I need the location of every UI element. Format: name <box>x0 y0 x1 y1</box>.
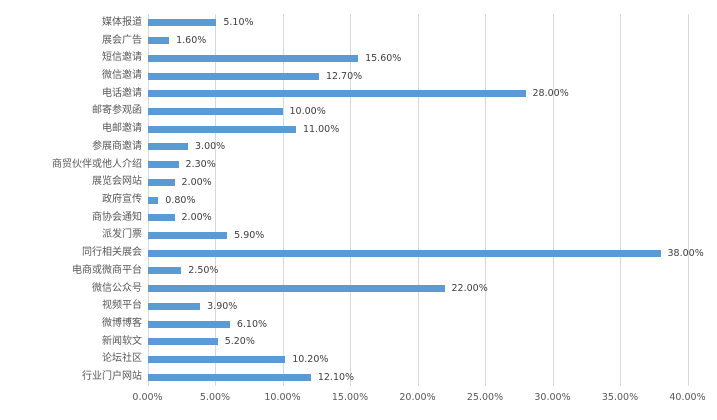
category-label: 媒体报道 <box>102 16 142 28</box>
bar <box>147 231 228 239</box>
bar <box>147 19 217 27</box>
gridline <box>687 14 689 386</box>
value-label: 10.00% <box>289 105 326 117</box>
bar <box>147 90 526 98</box>
bar <box>147 373 311 381</box>
value-label: 3.00% <box>195 141 226 153</box>
category-label: 电商或微商平台 <box>72 264 142 276</box>
gridline <box>552 14 554 386</box>
bar <box>147 161 179 169</box>
category-label: 微信邀请 <box>102 70 142 81</box>
category-label: 商贸伙伴或他人介绍 <box>52 158 142 170</box>
x-axis-tick-label: 0.00% <box>132 392 163 403</box>
gridline <box>215 14 216 386</box>
bar <box>147 37 170 45</box>
value-label: 2.00% <box>181 212 212 224</box>
bar <box>147 214 175 222</box>
value-label: 12.70% <box>325 70 363 82</box>
x-axis-tick-label: 25.00% <box>466 392 504 403</box>
x-axis-tick-label: 40.00% <box>669 392 706 403</box>
value-label: 5.90% <box>234 229 265 241</box>
bar <box>147 54 359 62</box>
category-label: 政府宣传 <box>102 194 142 205</box>
category-label: 电话邀请 <box>102 87 142 99</box>
value-label: 28.00% <box>532 88 569 100</box>
category-label: 行业门户网站 <box>82 371 142 383</box>
value-label: 3.90% <box>207 300 238 312</box>
category-label: 展览会网站 <box>92 176 142 188</box>
category-label: 论坛社区 <box>102 353 142 365</box>
bar <box>147 320 230 328</box>
bar <box>147 285 445 293</box>
category-label: 微信公众号 <box>92 282 142 294</box>
value-label: 5.10% <box>223 17 254 29</box>
value-label: 0.80% <box>165 194 196 206</box>
x-axis-tick-label: 20.00% <box>399 392 436 403</box>
gridline <box>485 14 486 386</box>
bar <box>147 143 188 151</box>
bar <box>147 267 182 275</box>
category-label: 参展商邀请 <box>92 140 142 152</box>
bar <box>147 355 286 363</box>
value-label: 2.00% <box>181 176 212 188</box>
value-label: 22.00% <box>451 283 488 295</box>
value-label: 15.60% <box>365 52 402 64</box>
value-label: 10.20% <box>292 353 329 365</box>
bar <box>147 338 218 346</box>
category-label: 新闻软文 <box>102 335 142 347</box>
gridline <box>417 14 419 386</box>
x-axis-tick-label: 5.00% <box>199 392 231 403</box>
bar <box>147 196 159 204</box>
value-label: 2.50% <box>188 265 219 277</box>
category-label: 视频平台 <box>102 300 142 312</box>
value-label: 5.20% <box>224 336 255 348</box>
bar <box>147 302 201 310</box>
value-label: 11.00% <box>303 123 340 135</box>
bar <box>147 107 283 115</box>
category-label: 同行相关展会 <box>82 247 142 259</box>
category-label: 展会广告 <box>102 34 142 46</box>
value-label: 1.60% <box>176 35 207 47</box>
bar <box>147 125 296 133</box>
gridline <box>620 14 621 386</box>
value-label: 6.10% <box>236 318 268 330</box>
category-label: 邮寄参观函 <box>92 105 142 117</box>
x-axis-tick-label: 15.00% <box>331 392 369 403</box>
bar <box>147 249 661 257</box>
value-label: 12.10% <box>317 371 355 383</box>
gridline <box>350 14 351 386</box>
bar <box>147 72 319 80</box>
category-label: 微博博客 <box>102 318 142 329</box>
x-axis-tick-label: 35.00% <box>601 392 639 403</box>
x-axis-tick-label: 30.00% <box>534 392 571 403</box>
category-label: 短信邀请 <box>102 52 142 64</box>
gridline <box>282 14 284 386</box>
value-label: 38.00% <box>667 247 704 259</box>
x-axis-tick-label: 10.00% <box>264 392 301 403</box>
category-label: 商协会通知 <box>92 211 142 223</box>
category-label: 电邮邀请 <box>102 123 142 135</box>
bar <box>147 178 175 186</box>
value-label: 2.30% <box>185 159 216 171</box>
category-label: 派发门票 <box>102 229 142 241</box>
